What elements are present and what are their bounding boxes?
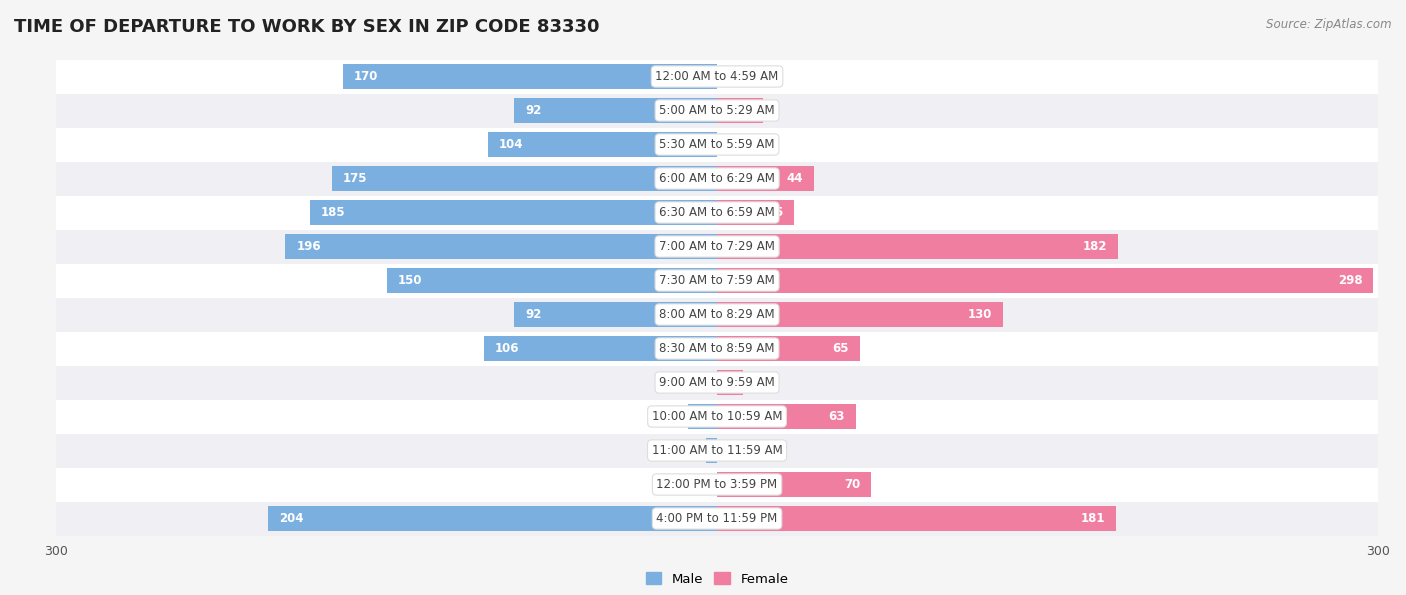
Bar: [56, 298, 1378, 331]
Bar: [717, 166, 814, 191]
Bar: [267, 506, 717, 531]
Bar: [717, 98, 763, 123]
Text: 12: 12: [752, 376, 768, 389]
Bar: [309, 201, 717, 225]
Text: 35: 35: [766, 206, 783, 219]
Text: 92: 92: [526, 104, 541, 117]
Text: 92: 92: [526, 308, 541, 321]
Text: 150: 150: [398, 274, 422, 287]
Text: 0: 0: [725, 70, 734, 83]
Text: 170: 170: [354, 70, 378, 83]
Bar: [488, 132, 717, 156]
Text: 8:30 AM to 8:59 AM: 8:30 AM to 8:59 AM: [659, 342, 775, 355]
Bar: [56, 502, 1378, 536]
Text: 12:00 AM to 4:59 AM: 12:00 AM to 4:59 AM: [655, 70, 779, 83]
Bar: [56, 331, 1378, 365]
Text: 7:30 AM to 7:59 AM: 7:30 AM to 7:59 AM: [659, 274, 775, 287]
Bar: [387, 268, 717, 293]
Text: 0: 0: [725, 444, 734, 457]
Bar: [332, 166, 717, 191]
Text: 0: 0: [700, 376, 709, 389]
Bar: [484, 336, 717, 361]
Text: 21: 21: [737, 104, 752, 117]
Bar: [56, 60, 1378, 93]
Text: 12:00 PM to 3:59 PM: 12:00 PM to 3:59 PM: [657, 478, 778, 491]
Bar: [56, 230, 1378, 264]
Bar: [689, 404, 717, 429]
Text: 8:00 AM to 8:29 AM: 8:00 AM to 8:29 AM: [659, 308, 775, 321]
Text: 0: 0: [700, 478, 709, 491]
Bar: [515, 302, 717, 327]
Bar: [717, 472, 872, 497]
Bar: [56, 127, 1378, 161]
Text: 196: 196: [297, 240, 321, 253]
Text: 204: 204: [278, 512, 304, 525]
Text: 5:30 AM to 5:59 AM: 5:30 AM to 5:59 AM: [659, 138, 775, 151]
Text: 5:00 AM to 5:29 AM: 5:00 AM to 5:29 AM: [659, 104, 775, 117]
Text: 6:30 AM to 6:59 AM: 6:30 AM to 6:59 AM: [659, 206, 775, 219]
Text: 106: 106: [495, 342, 519, 355]
Text: 5: 5: [690, 444, 697, 457]
Bar: [56, 399, 1378, 434]
Text: 10:00 AM to 10:59 AM: 10:00 AM to 10:59 AM: [652, 410, 782, 423]
Bar: [56, 468, 1378, 502]
Text: 130: 130: [967, 308, 993, 321]
Bar: [56, 264, 1378, 298]
Bar: [717, 506, 1116, 531]
Text: 44: 44: [786, 172, 803, 185]
Text: 13: 13: [665, 410, 679, 423]
Bar: [515, 98, 717, 123]
Text: 175: 175: [343, 172, 367, 185]
Text: 104: 104: [499, 138, 523, 151]
Text: 11:00 AM to 11:59 AM: 11:00 AM to 11:59 AM: [652, 444, 782, 457]
Text: 298: 298: [1339, 274, 1362, 287]
Bar: [285, 234, 717, 259]
Bar: [56, 365, 1378, 399]
Bar: [717, 302, 1004, 327]
Text: 70: 70: [844, 478, 860, 491]
Bar: [717, 336, 860, 361]
Bar: [717, 370, 744, 394]
Legend: Male, Female: Male, Female: [640, 567, 794, 591]
Bar: [717, 404, 856, 429]
Bar: [717, 234, 1118, 259]
Text: 4:00 PM to 11:59 PM: 4:00 PM to 11:59 PM: [657, 512, 778, 525]
Text: 185: 185: [321, 206, 346, 219]
Bar: [56, 161, 1378, 196]
Text: 65: 65: [832, 342, 849, 355]
Text: 0: 0: [725, 138, 734, 151]
Text: TIME OF DEPARTURE TO WORK BY SEX IN ZIP CODE 83330: TIME OF DEPARTURE TO WORK BY SEX IN ZIP …: [14, 18, 599, 36]
Bar: [56, 434, 1378, 468]
Text: 9:00 AM to 9:59 AM: 9:00 AM to 9:59 AM: [659, 376, 775, 389]
Bar: [717, 201, 794, 225]
Text: 7:00 AM to 7:29 AM: 7:00 AM to 7:29 AM: [659, 240, 775, 253]
Bar: [56, 93, 1378, 127]
Text: Source: ZipAtlas.com: Source: ZipAtlas.com: [1267, 18, 1392, 31]
Bar: [706, 439, 717, 463]
Text: 181: 181: [1080, 512, 1105, 525]
Bar: [343, 64, 717, 89]
Text: 6:00 AM to 6:29 AM: 6:00 AM to 6:29 AM: [659, 172, 775, 185]
Text: 182: 182: [1083, 240, 1107, 253]
Bar: [717, 268, 1374, 293]
Bar: [56, 196, 1378, 230]
Text: 63: 63: [828, 410, 845, 423]
